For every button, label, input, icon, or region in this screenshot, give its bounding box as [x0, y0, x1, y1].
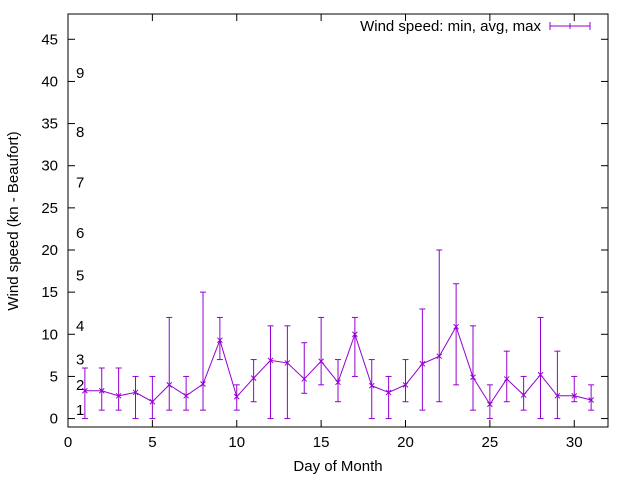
x-tick-label: 15 [313, 434, 330, 451]
data-points [82, 323, 594, 408]
data-point [82, 387, 88, 394]
data-point [149, 398, 156, 405]
beaufort-label: 8 [76, 124, 84, 141]
data-point [487, 401, 493, 408]
plot-frame [67, 13, 609, 428]
beaufort-label: 1 [76, 402, 84, 419]
legend: Wind speed: min, avg, max [360, 18, 591, 35]
data-point [470, 374, 476, 381]
x-tick-label: 20 [397, 434, 414, 451]
beaufort-label: 5 [76, 267, 84, 284]
y-tick-label: 30 [41, 158, 58, 175]
data-point [284, 360, 291, 366]
beaufort-label: 9 [76, 65, 84, 82]
x-tick-label: 30 [566, 434, 583, 451]
data-point [503, 376, 510, 382]
data-point [554, 392, 561, 399]
data-point [385, 389, 392, 396]
data-point [571, 392, 578, 399]
data-point [537, 371, 544, 378]
beaufort-label: 3 [76, 352, 84, 369]
data-point [267, 357, 274, 364]
data-point [453, 323, 459, 330]
data-point [132, 389, 139, 396]
y-tick-label: 40 [41, 73, 58, 90]
x-axis-ticks: 0 5 10 15 20 25 30 [64, 14, 583, 451]
x-tick-label: 0 [64, 434, 72, 451]
data-point [217, 337, 223, 344]
data-point [335, 379, 341, 386]
y-tick-label: 0 [50, 411, 58, 428]
data-point [352, 331, 358, 338]
y-tick-label: 25 [41, 200, 58, 217]
data-point [436, 353, 443, 360]
data-point [233, 393, 240, 400]
x-tick-label: 5 [148, 434, 156, 451]
error-bars [81, 249, 595, 420]
beaufort-label: 4 [76, 318, 84, 335]
beaufort-scale-labels: 1 2 3 4 5 6 7 8 9 [76, 65, 84, 419]
y-tick-label: 10 [41, 326, 58, 343]
beaufort-label: 7 [76, 175, 84, 192]
data-point [368, 382, 375, 389]
y-axis-title: Wind speed (kn - Beaufort) [5, 131, 22, 310]
y-tick-label: 20 [41, 242, 58, 259]
x-tick-label: 25 [482, 434, 499, 451]
y-tick-label: 35 [41, 116, 58, 133]
data-point [200, 381, 206, 387]
x-tick-label: 10 [228, 434, 245, 451]
data-point [419, 360, 426, 367]
data-point [520, 392, 527, 398]
y-tick-label: 45 [41, 31, 58, 48]
beaufort-label: 6 [76, 225, 84, 242]
data-point [115, 392, 122, 399]
data-point [98, 387, 105, 394]
y-tick-label: 5 [50, 368, 58, 385]
data-point [402, 382, 409, 388]
data-point [318, 358, 324, 365]
x-axis-title: Day of Month [293, 458, 382, 475]
data-point [183, 392, 189, 399]
beaufort-label: 2 [76, 377, 84, 394]
y-tick-label: 15 [41, 284, 58, 301]
data-point [250, 375, 257, 381]
data-point [166, 382, 173, 388]
legend-label: Wind speed: min, avg, max [360, 18, 541, 35]
data-point [301, 376, 308, 382]
data-point [588, 397, 594, 403]
